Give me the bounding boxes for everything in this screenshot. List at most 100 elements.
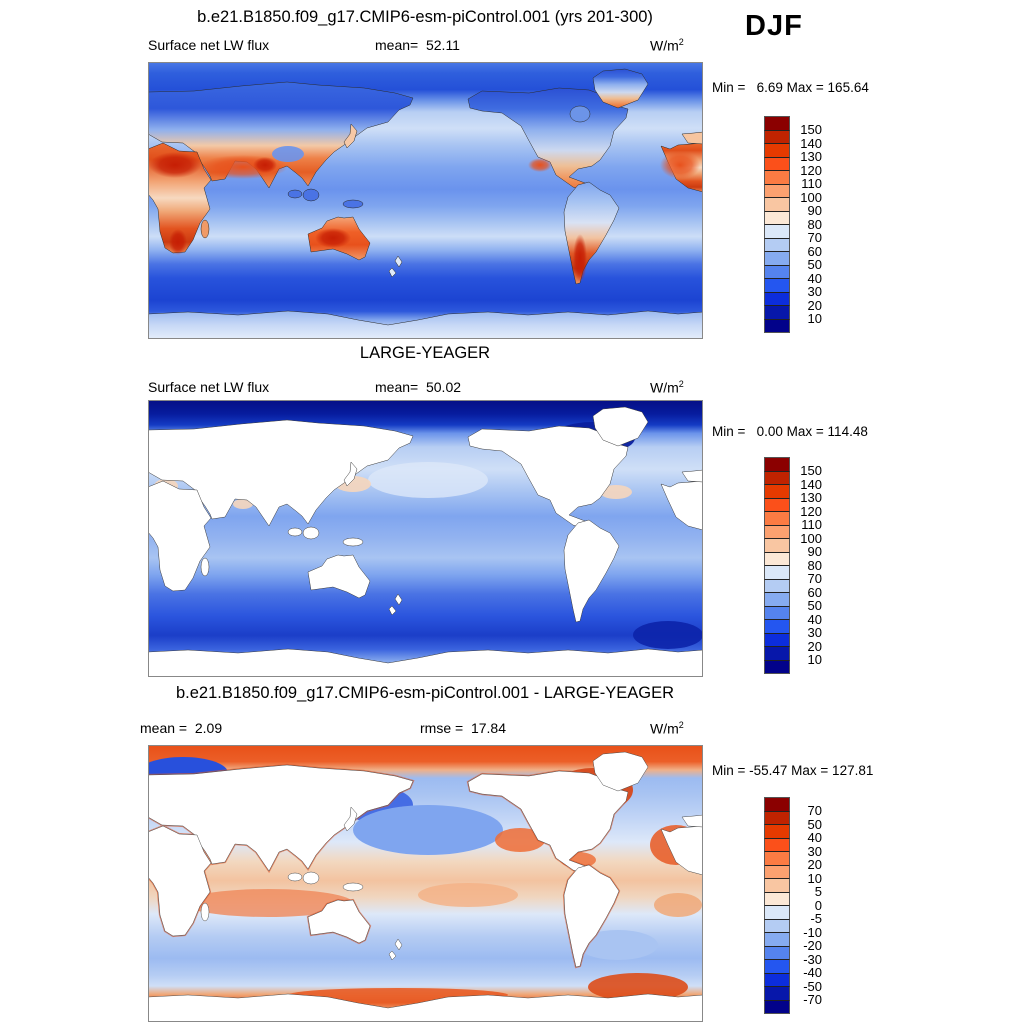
colorbar-tick-label: 50 (807, 257, 822, 272)
colorbar-tick-label: 10 (807, 311, 822, 326)
season-label: DJF (745, 10, 803, 42)
colorbar-tick-label: 120 (800, 503, 822, 519)
colorbar-segment (764, 959, 790, 973)
colorbar-segment (764, 264, 790, 278)
map2-borneo (302, 526, 320, 540)
colorbar-segment (764, 797, 790, 811)
colorbar-segment (764, 918, 790, 932)
colorbar-segment (764, 999, 790, 1013)
map2-sumatra (287, 527, 303, 537)
colorbar-tick-label: 140 (800, 135, 822, 151)
colorbar-segment (764, 291, 790, 305)
colorbar-tick-label: -10 (803, 924, 822, 940)
map2-greenland (592, 406, 649, 447)
colorbar-diff: 70 50 40 30 20 10 5 0 -5 -10 -20 -30 -40 -50 -70 (764, 797, 822, 1014)
map1-warm-anomaly-blobs (149, 146, 700, 282)
map2-eurasia (148, 419, 414, 527)
map1-greenland (592, 68, 649, 109)
map1-hudson-bay (569, 105, 591, 123)
map-difference-surface-lw-flux (148, 745, 703, 1022)
colorbar-tick-label: 60 (807, 243, 822, 259)
colorbar-segment (764, 659, 790, 673)
colorbar-tick-label: 150 (800, 122, 822, 137)
colorbar-tick-label: 10 (807, 870, 822, 886)
colorbar-tick-label: 10 (807, 652, 822, 667)
colorbar-segment (764, 891, 790, 905)
map1-madagascar (200, 219, 210, 239)
map3-frame (148, 745, 703, 1022)
colorbar-segment (764, 457, 790, 471)
map-obs-surface-lw-flux (148, 400, 703, 677)
map1-new-zealand (388, 255, 403, 278)
colorbar-tick-label: 30 (807, 843, 822, 859)
colorbar-tick-label: -40 (803, 965, 822, 980)
colorbar-tick-label: 130 (800, 149, 822, 164)
colorbar-segment (764, 129, 790, 143)
colorbar-tick-label: 0 (814, 897, 822, 913)
colorbar-tick-label: 50 (807, 816, 822, 832)
map2-africa-left (148, 480, 212, 592)
colorbar-segment (764, 972, 790, 986)
colorbar-segment (764, 837, 790, 851)
map2-new-guinea (342, 537, 364, 547)
colorbar-tick-label: 100 (800, 189, 822, 205)
colorbar-tick-label: 150 (800, 463, 822, 478)
colorbar-segment (764, 197, 790, 211)
colorbar-segment (764, 470, 790, 484)
panel2-mean-stat: mean= 50.02 (375, 379, 462, 395)
colorbar-tick-label: 20 (807, 297, 822, 313)
colorbar-segment (764, 484, 790, 498)
colorbar-tick-label: 20 (807, 857, 822, 872)
colorbar-segment (764, 905, 790, 919)
map3-eurasia (148, 764, 414, 872)
colorbar-tick-label: 30 (807, 625, 822, 640)
colorbar-segment (764, 565, 790, 579)
map3-madagascar (200, 902, 210, 922)
colorbar-bottom-edge (764, 673, 790, 674)
colorbar-tick-label: 30 (807, 284, 822, 299)
map2-south-america (563, 519, 620, 623)
panel2-variable-label: Surface net LW flux (148, 379, 270, 395)
colorbar-model: 150 140 130 120 110 100 90 80 70 60 50 40 30 20 10 (764, 116, 822, 333)
colorbar-tick-label: -50 (803, 978, 822, 994)
colorbar-segment (764, 224, 790, 238)
map2-new-zealand (388, 593, 403, 616)
map3-africa-right (660, 825, 703, 876)
colorbar-segment (764, 210, 790, 224)
colorbar-segment (764, 551, 790, 565)
map3-greenland (592, 751, 649, 792)
colorbar-tick-label: -70 (803, 992, 822, 1007)
colorbar-segment (764, 592, 790, 606)
map-model-surface-lw-flux (148, 62, 703, 339)
colorbar-segment (764, 878, 790, 892)
panel2-units-label: W/m2 (650, 379, 684, 396)
colorbar-segment (764, 237, 790, 251)
map1-new-guinea (342, 199, 364, 209)
colorbar-segment (764, 578, 790, 592)
panel3-mean-stat: mean = 2.09 (140, 720, 223, 736)
colorbar-segment (764, 497, 790, 511)
colorbar-segment (764, 305, 790, 319)
colorbar-tick-label: 70 (807, 571, 822, 586)
map3-iberia (681, 814, 703, 828)
colorbar-tick-label: 100 (800, 530, 822, 546)
colorbar-segment (764, 538, 790, 552)
panel1-minmax: Min = 6.69 Max = 165.64 (712, 80, 869, 95)
colorbar-tick-label: -5 (810, 911, 822, 926)
map3-sumatra (287, 872, 303, 882)
colorbar-tick-label: 120 (800, 162, 822, 178)
map3-borneo (302, 871, 320, 885)
colorbar-tick-label: -20 (803, 938, 822, 953)
map2-frame (148, 400, 703, 677)
map3-new-zealand (388, 938, 403, 961)
map3-japan (343, 806, 358, 832)
colorbar-tick-label: 90 (807, 203, 822, 218)
colorbar-segment (764, 945, 790, 959)
colorbar-tick-label: 70 (807, 803, 822, 818)
colorbar-segment (764, 646, 790, 660)
colorbar-bottom-edge (764, 1013, 790, 1014)
panel2-minmax: Min = 0.00 Max = 114.48 (712, 424, 868, 439)
map3-new-guinea (342, 882, 364, 892)
colorbar-segment (764, 143, 790, 157)
map2-japan (343, 461, 358, 487)
